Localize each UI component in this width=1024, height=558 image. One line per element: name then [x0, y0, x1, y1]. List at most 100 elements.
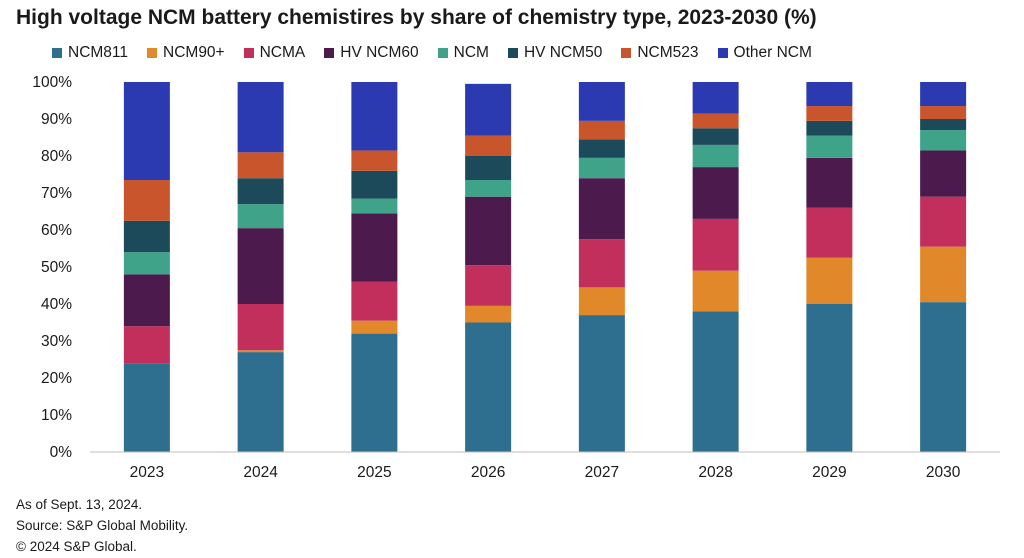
bar-segment-hv-ncm60-2025: [351, 213, 398, 282]
legend-swatch: [147, 48, 158, 58]
bar-segment-ncm523-2027: [578, 120, 625, 140]
bar-segment-ncm90-2025: [351, 320, 398, 334]
bar-segment-ncm523-2025: [351, 150, 398, 171]
bar-segment-ncm811-2026: [465, 322, 512, 452]
bar-segment-ncma-2026: [465, 265, 512, 306]
legend-label: Other NCM: [733, 44, 812, 61]
legend-swatch: [243, 48, 254, 58]
legend-item-ncm811: NCM811: [52, 44, 128, 62]
bar-segment-other-ncm-2029: [806, 82, 853, 107]
bar-segment-ncm90-2030: [920, 246, 967, 303]
y-tick-label: 40%: [41, 296, 72, 313]
bar-segment-ncma-2025: [351, 281, 398, 321]
bar-segment-hv-ncm50-2026: [465, 156, 512, 181]
bar-segment-other-ncm-2027: [578, 82, 625, 121]
bar-segment-ncma-2024: [237, 304, 284, 351]
legend-swatch: [52, 48, 62, 58]
legend-swatch: [437, 48, 448, 58]
stacked-bar-chart: 0%10%20%30%40%50%60%70%80%90%100% 2023 20…: [32, 74, 1000, 481]
legend-label: NCM523: [637, 44, 699, 61]
bar-segment-hv-ncm50-2025: [351, 170, 398, 199]
bar-segment-hv-ncm60-2030: [920, 150, 967, 197]
footnote-copyright: © 2024 S&P Global.: [16, 539, 137, 554]
bar-segment-ncma-2027: [578, 239, 625, 288]
legend-label: NCM: [453, 44, 489, 61]
y-tick-label: 80%: [41, 148, 72, 165]
x-tick-label: 2025: [357, 464, 391, 481]
x-tick-label: 2026: [471, 464, 505, 481]
bar-segment-ncm-2029: [806, 135, 853, 158]
legend-swatch: [324, 48, 335, 58]
y-axis: 0% 10% 20% 30% 40% 50% 60% 70% 80% 90% 100%: [32, 74, 72, 461]
bar-segment-ncm811-2028: [692, 311, 739, 452]
y-tick-label: 30%: [41, 333, 72, 350]
legend-item-ncma: NCMA: [243, 44, 305, 62]
footnote-date: As of Sept. 13, 2024.: [16, 497, 143, 512]
bar-segment-ncm-2030: [920, 130, 967, 151]
bar-segment-other-ncm-2030: [920, 82, 967, 107]
bar-segment-hv-ncm60-2028: [692, 167, 739, 219]
bar-segment-ncm811-2025: [351, 333, 398, 452]
x-tick-label: 2029: [812, 464, 846, 481]
footnote-source: Source: S&P Global Mobility.: [16, 518, 189, 533]
y-tick-label: 70%: [41, 185, 72, 202]
bar-segment-hv-ncm50-2027: [578, 139, 625, 158]
bar-segment-ncm-2023: [123, 252, 170, 275]
bar-segment-ncm523-2030: [920, 106, 967, 119]
x-axis: 2023 2024 2025 2026 2027 2028 2029 2030: [130, 464, 961, 481]
legend-swatch: [717, 48, 728, 58]
legend-label: NCM90+: [163, 44, 225, 61]
bar-segment-hv-ncm50-2023: [123, 220, 170, 253]
legend-item-hv-ncm60: HV NCM60: [324, 44, 419, 62]
bar-segment-ncm811-2023: [123, 363, 170, 452]
x-tick-label: 2023: [130, 464, 164, 481]
bar-segment-ncm523-2023: [123, 180, 170, 221]
y-tick-label: 10%: [41, 407, 72, 424]
x-tick-label: 2028: [698, 464, 732, 481]
legend-label: HV NCM60: [340, 44, 419, 61]
legend-label: HV NCM50: [523, 44, 603, 61]
bar-segment-ncm-2028: [692, 144, 739, 168]
bar-segment-hv-ncm60-2023: [123, 274, 170, 327]
legend-item-ncm523: NCM523: [621, 44, 699, 62]
bar-segment-hv-ncm60-2029: [806, 157, 853, 208]
bar-segment-hv-ncm50-2024: [237, 178, 284, 205]
x-tick-label: 2024: [243, 464, 278, 481]
legend: NCM811 NCM90+ NCMA HV NCM60 NCM HV NCM50 NCM52…: [52, 44, 831, 62]
y-tick-label: 20%: [41, 370, 72, 387]
bar-segment-ncm-2026: [465, 180, 512, 197]
bar-segment-ncm523-2028: [692, 113, 739, 129]
legend-label: NCM811: [68, 44, 129, 61]
bar-segment-hv-ncm50-2028: [692, 128, 739, 145]
bar-segment-ncm-2024: [237, 204, 284, 229]
bar-segment-ncm811-2024: [237, 352, 284, 452]
x-tick-label: 2030: [926, 464, 961, 481]
bar-segment-ncma-2028: [692, 218, 739, 271]
bar-segment-ncma-2029: [806, 207, 853, 258]
bar-segment-ncma-2023: [123, 326, 170, 364]
bar-segment-ncm811-2029: [806, 304, 853, 452]
bar-segment-ncm-2025: [351, 198, 398, 214]
bar-segment-hv-ncm60-2026: [465, 196, 512, 266]
bar-segment-ncm-2027: [578, 157, 625, 179]
bar-segment-other-ncm-2028: [692, 82, 739, 114]
legend-item-other-ncm: Other NCM: [717, 44, 812, 62]
bar-segment-ncm523-2029: [806, 106, 853, 121]
x-tick-label: 2027: [585, 464, 619, 481]
y-tick-label: 50%: [41, 259, 72, 276]
y-tick-label: 60%: [41, 222, 72, 239]
bar-segment-ncm90-2027: [578, 287, 625, 316]
bar-segment-other-ncm-2023: [123, 82, 170, 181]
bar-segment-hv-ncm60-2024: [237, 228, 284, 304]
bar-segment-hv-ncm60-2027: [578, 178, 625, 240]
bar-segment-ncma-2030: [920, 196, 967, 247]
legend-item-ncm90: NCM90+: [147, 44, 225, 62]
legend-swatch: [507, 48, 518, 58]
bar-segment-ncm90-2029: [806, 257, 853, 304]
bar-segment-ncm90-2026: [465, 305, 512, 323]
bar-segment-hv-ncm50-2029: [806, 120, 853, 136]
legend-item-hv-ncm50: HV NCM50: [507, 44, 603, 62]
bar-segment-hv-ncm50-2030: [920, 119, 967, 131]
bar-segment-other-ncm-2025: [351, 82, 398, 151]
chart-title: High voltage NCM battery chemistires by …: [16, 6, 817, 29]
